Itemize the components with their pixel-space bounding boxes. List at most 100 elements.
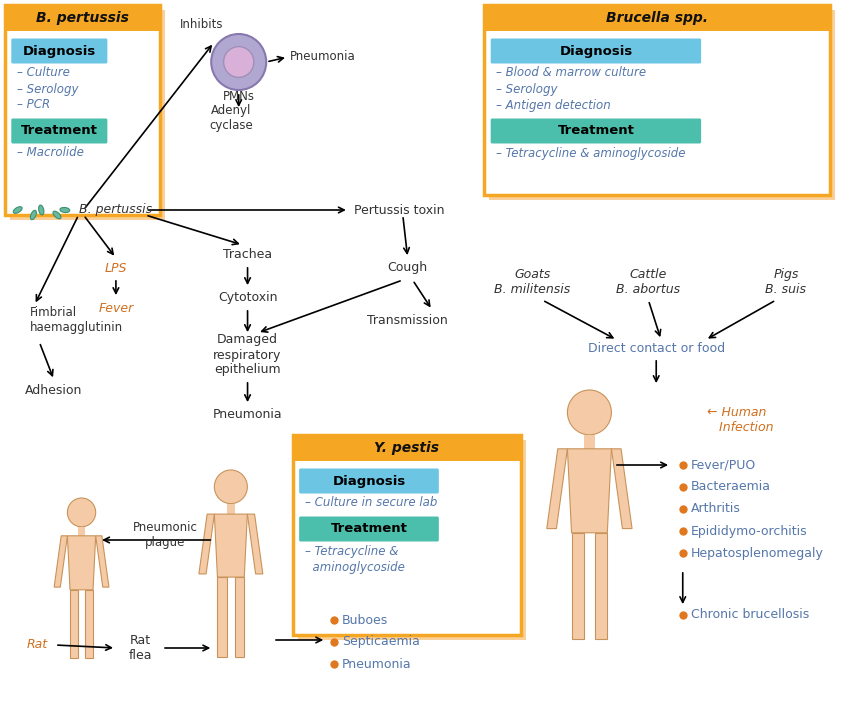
Bar bbox=[484, 5, 830, 31]
Circle shape bbox=[216, 472, 245, 502]
FancyBboxPatch shape bbox=[11, 38, 108, 63]
Text: – Serology: – Serology bbox=[17, 82, 78, 95]
Text: – Macrolide: – Macrolide bbox=[17, 146, 84, 159]
Text: Transmission: Transmission bbox=[368, 314, 448, 327]
Text: Diagnosis: Diagnosis bbox=[23, 45, 96, 58]
Text: Hepatosplenomegaly: Hepatosplenomegaly bbox=[691, 547, 823, 559]
Circle shape bbox=[577, 394, 602, 418]
Text: Pneumonia: Pneumonia bbox=[290, 50, 356, 63]
Circle shape bbox=[211, 34, 266, 90]
Polygon shape bbox=[96, 536, 109, 587]
Text: Septicaemia: Septicaemia bbox=[342, 635, 420, 648]
Polygon shape bbox=[611, 448, 632, 528]
Circle shape bbox=[568, 390, 611, 435]
Text: Pertussis toxin: Pertussis toxin bbox=[354, 203, 444, 216]
Text: B. pertussis: B. pertussis bbox=[79, 203, 151, 216]
Polygon shape bbox=[68, 536, 96, 590]
Text: – Tetracycline & aminoglycoside: – Tetracycline & aminoglycoside bbox=[496, 146, 686, 159]
Text: Rat
flea: Rat flea bbox=[129, 634, 152, 662]
Text: – Tetracycline &: – Tetracycline & bbox=[304, 544, 398, 557]
Ellipse shape bbox=[53, 211, 61, 219]
Polygon shape bbox=[86, 590, 93, 658]
Text: Inhibits: Inhibits bbox=[180, 19, 223, 32]
Text: Direct contact or food: Direct contact or food bbox=[587, 342, 725, 355]
Text: Fever/PUO: Fever/PUO bbox=[691, 459, 756, 472]
Circle shape bbox=[569, 392, 610, 433]
Text: PMNs: PMNs bbox=[222, 89, 255, 102]
Text: Chronic brucellosis: Chronic brucellosis bbox=[691, 609, 809, 622]
Text: ← Human
   Infection: ← Human Infection bbox=[707, 406, 774, 434]
Polygon shape bbox=[595, 533, 607, 640]
Ellipse shape bbox=[14, 207, 22, 213]
Text: Bacteraemia: Bacteraemia bbox=[691, 480, 770, 493]
FancyBboxPatch shape bbox=[491, 118, 701, 143]
Circle shape bbox=[221, 472, 240, 491]
Ellipse shape bbox=[38, 205, 44, 215]
Text: Pneumonia: Pneumonia bbox=[213, 409, 282, 422]
Text: – Blood & marrow culture: – Blood & marrow culture bbox=[496, 66, 646, 79]
Text: Fever: Fever bbox=[98, 301, 133, 314]
Text: Cytotoxin: Cytotoxin bbox=[218, 291, 277, 304]
Polygon shape bbox=[199, 514, 215, 574]
Ellipse shape bbox=[60, 208, 70, 213]
Text: Arthritis: Arthritis bbox=[691, 503, 740, 516]
Text: aminoglycoside: aminoglycoside bbox=[304, 560, 404, 573]
Bar bbox=[9, 10, 165, 220]
Bar bbox=[292, 435, 521, 635]
Text: Brucella spp.: Brucella spp. bbox=[606, 11, 708, 25]
Text: – Serology: – Serology bbox=[496, 82, 557, 95]
Polygon shape bbox=[54, 536, 68, 587]
Text: Cough: Cough bbox=[387, 262, 428, 275]
Text: – PCR: – PCR bbox=[17, 99, 50, 112]
Bar bbox=[78, 527, 86, 536]
Bar bbox=[489, 10, 835, 200]
Polygon shape bbox=[247, 514, 262, 574]
Text: Pneumonia: Pneumonia bbox=[342, 658, 411, 671]
Ellipse shape bbox=[31, 211, 37, 220]
Text: Treatment: Treatment bbox=[331, 523, 408, 536]
Text: Trachea: Trachea bbox=[223, 249, 272, 262]
FancyBboxPatch shape bbox=[299, 516, 439, 541]
Text: Rat: Rat bbox=[27, 639, 48, 652]
Bar bbox=[5, 5, 160, 31]
Text: Y. pestis: Y. pestis bbox=[374, 441, 439, 455]
Polygon shape bbox=[215, 514, 247, 577]
Bar bbox=[5, 5, 160, 215]
Text: Treatment: Treatment bbox=[557, 125, 634, 138]
Text: Diagnosis: Diagnosis bbox=[559, 45, 633, 58]
Text: – Antigen detection: – Antigen detection bbox=[496, 99, 610, 112]
Text: Epididymo-orchitis: Epididymo-orchitis bbox=[691, 524, 807, 537]
Circle shape bbox=[68, 500, 94, 526]
Circle shape bbox=[74, 500, 89, 516]
Text: Damaged
respiratory
epithelium: Damaged respiratory epithelium bbox=[214, 334, 282, 376]
Text: Pneumonic
plague: Pneumonic plague bbox=[133, 521, 198, 549]
Circle shape bbox=[68, 498, 96, 527]
Bar bbox=[484, 5, 830, 195]
Bar bbox=[292, 435, 521, 461]
Text: Adhesion: Adhesion bbox=[26, 384, 83, 397]
FancyBboxPatch shape bbox=[299, 469, 439, 493]
Text: – Culture in secure lab: – Culture in secure lab bbox=[304, 497, 437, 510]
Circle shape bbox=[215, 470, 247, 503]
Polygon shape bbox=[568, 448, 611, 533]
Polygon shape bbox=[571, 533, 584, 640]
Bar bbox=[298, 440, 526, 640]
Bar bbox=[227, 503, 235, 514]
Circle shape bbox=[224, 47, 254, 77]
Bar bbox=[584, 435, 595, 448]
Text: B. pertussis: B. pertussis bbox=[36, 11, 129, 25]
Text: Adenyl
cyclase: Adenyl cyclase bbox=[209, 104, 253, 132]
Text: LPS: LPS bbox=[104, 262, 127, 275]
Text: Pigs
B. suis: Pigs B. suis bbox=[765, 268, 806, 296]
Text: Diagnosis: Diagnosis bbox=[333, 474, 405, 487]
Polygon shape bbox=[235, 577, 245, 657]
Text: Cattle
B. abortus: Cattle B. abortus bbox=[616, 268, 681, 296]
Text: Buboes: Buboes bbox=[342, 614, 388, 627]
Text: Goats
B. militensis: Goats B. militensis bbox=[494, 268, 570, 296]
Text: Fimbrial
haemagglutinin: Fimbrial haemagglutinin bbox=[29, 306, 122, 334]
Polygon shape bbox=[217, 577, 227, 657]
Text: – Culture: – Culture bbox=[17, 66, 69, 79]
FancyBboxPatch shape bbox=[491, 38, 701, 63]
Text: Treatment: Treatment bbox=[21, 125, 97, 138]
FancyBboxPatch shape bbox=[11, 118, 108, 143]
